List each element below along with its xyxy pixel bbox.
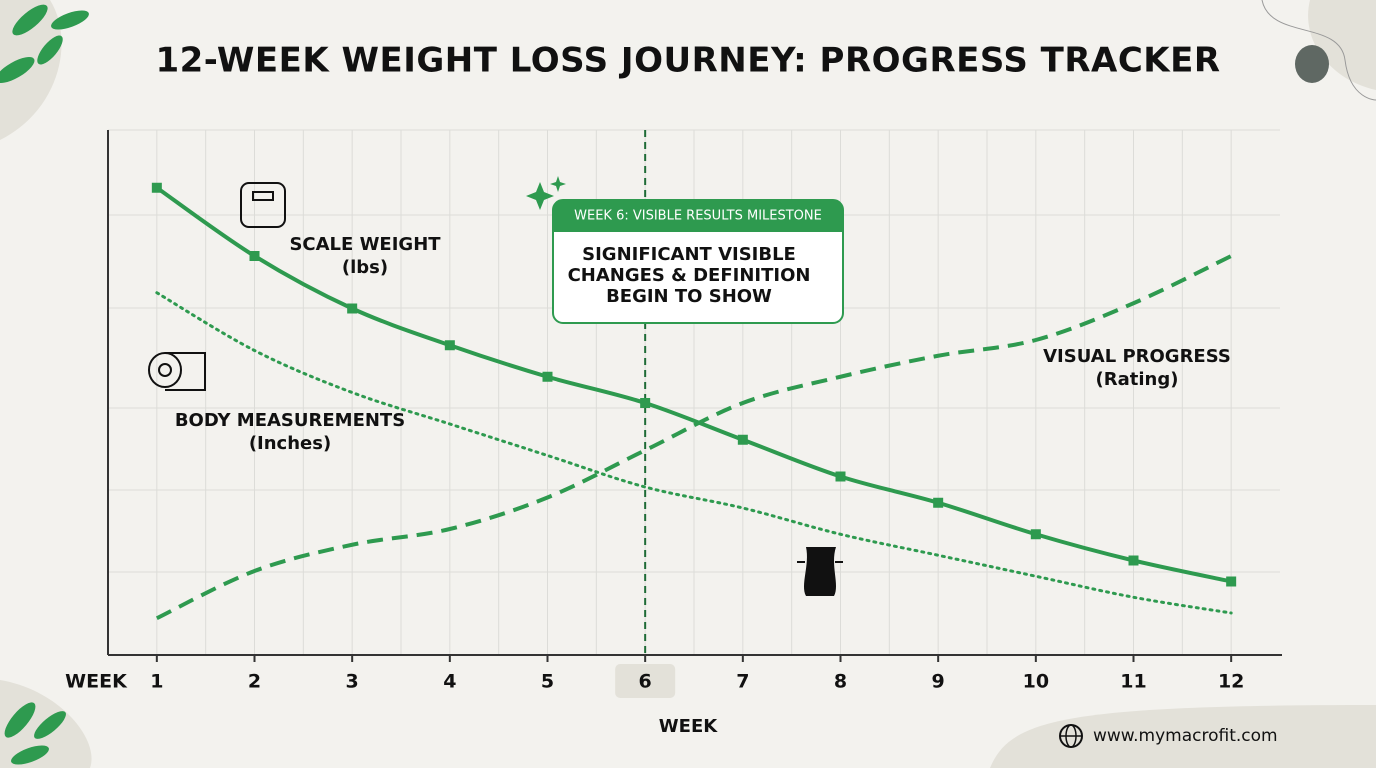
x-tick-label: 12 <box>1218 671 1244 693</box>
point <box>347 303 358 314</box>
x-tick-label: 6 <box>639 671 652 693</box>
annotation-text: BEGIN TO SHOW <box>606 286 772 307</box>
x-axis-prefix: WEEK <box>65 671 128 693</box>
footer-url[interactable]: www.mymacrofit.com <box>1093 726 1278 746</box>
annotation-text: CHANGES & DEFINITION <box>568 265 811 286</box>
point <box>542 371 553 382</box>
x-tick-label: 2 <box>248 671 261 693</box>
grid <box>108 129 1280 655</box>
x-tick-label: 9 <box>932 671 945 693</box>
point <box>444 340 455 351</box>
x-tick-label: 7 <box>736 671 749 693</box>
series-unit: (lbs) <box>342 257 388 278</box>
point <box>1030 529 1041 540</box>
annotation-header: WEEK 6: VISIBLE RESULTS MILESTONE <box>574 209 822 224</box>
point <box>835 471 846 482</box>
series-unit: (Inches) <box>249 433 331 454</box>
x-tick-label: 5 <box>541 671 554 693</box>
x-tick-label: 1 <box>150 671 163 693</box>
series-label: BODY MEASUREMENTS <box>175 410 405 431</box>
point <box>151 182 162 193</box>
tape-icon <box>148 352 206 391</box>
x-axis-title: WEEK <box>659 716 718 737</box>
series-label: VISUAL PROGRESS <box>1043 346 1231 367</box>
footer: www.mymacrofit.com <box>1059 724 1278 748</box>
series-line <box>155 291 1233 615</box>
sparkle <box>526 176 566 210</box>
point <box>1128 555 1139 566</box>
title: 12-WEEK WEIGHT LOSS JOURNEY: PROGRESS TR… <box>155 41 1220 81</box>
point <box>1226 576 1237 587</box>
scale-icon <box>240 182 286 228</box>
x-tick-label: 4 <box>443 671 456 693</box>
annotation: WEEK 6: VISIBLE RESULTS MILESTONE SIGNIF… <box>552 199 844 324</box>
x-tick-label: 8 <box>834 671 847 693</box>
series-label: SCALE WEIGHT <box>289 234 441 255</box>
x-tick-label: 11 <box>1120 671 1146 693</box>
point <box>640 398 651 408</box>
point <box>737 434 748 445</box>
point <box>249 251 260 261</box>
x-tick-label: 10 <box>1023 671 1049 693</box>
tick-highlight <box>615 664 676 698</box>
x-tick-label: 3 <box>346 671 359 693</box>
series-unit: (Rating) <box>1096 369 1179 390</box>
annotation-text: SIGNIFICANT VISIBLE <box>582 244 796 265</box>
waist-icon <box>797 547 843 596</box>
point <box>933 497 944 508</box>
